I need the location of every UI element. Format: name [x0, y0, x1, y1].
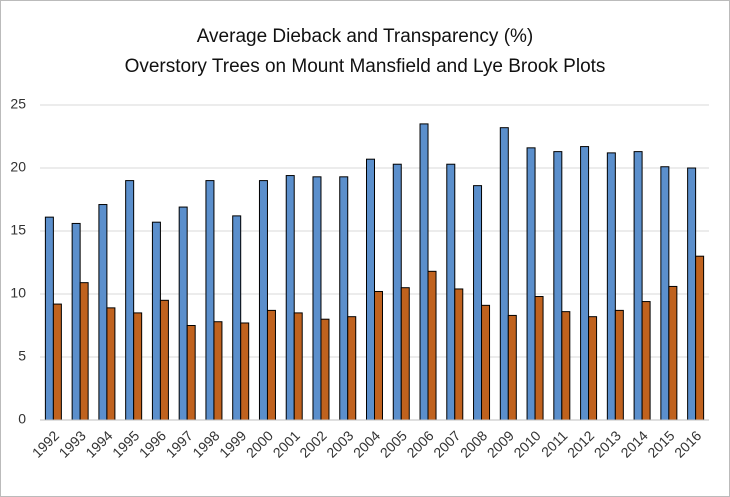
bar [232, 215, 242, 421]
bar [293, 312, 303, 421]
bar [98, 204, 108, 421]
bar [312, 176, 322, 421]
bar [178, 206, 188, 421]
y-tick-label: 20 [10, 159, 26, 175]
bar [347, 316, 357, 421]
bar [52, 303, 62, 421]
bar [133, 312, 143, 421]
bar [695, 255, 705, 421]
bar [419, 123, 429, 421]
bar [213, 321, 223, 421]
bar [660, 166, 670, 421]
bar [588, 316, 598, 421]
bar [285, 175, 295, 421]
bar [614, 309, 624, 421]
chart-subtitle: Overstory Trees on Mount Mansfield and L… [125, 56, 606, 77]
bar [400, 287, 410, 421]
bar [240, 322, 250, 421]
bar [151, 221, 161, 421]
chart-title: Average Dieback and Transparency (%) [197, 26, 534, 47]
bar [125, 180, 135, 421]
bar [473, 185, 483, 421]
bar [205, 180, 215, 421]
bar [534, 296, 544, 421]
bar [481, 304, 491, 421]
bar [339, 176, 349, 421]
bar [446, 163, 456, 421]
y-tick-label: 15 [10, 222, 26, 238]
bar [526, 147, 536, 421]
bar [580, 146, 590, 421]
y-tick-label: 25 [10, 96, 26, 112]
bar [454, 288, 464, 421]
bar [374, 290, 383, 421]
bar [79, 282, 89, 421]
bar [366, 158, 375, 421]
bar [186, 325, 196, 421]
y-tick-label: 5 [18, 348, 26, 364]
bar [266, 309, 276, 421]
bar [392, 163, 402, 421]
bar [553, 151, 563, 421]
bar [507, 314, 517, 421]
bar [641, 301, 651, 421]
bar [159, 299, 169, 421]
y-tick-label: 10 [10, 285, 26, 301]
bar [561, 311, 571, 421]
bar [106, 307, 116, 421]
bar [499, 127, 509, 421]
y-tick-label: 0 [18, 411, 26, 427]
bar [687, 167, 697, 421]
bar [633, 151, 643, 421]
bar [668, 285, 678, 421]
bar [258, 180, 268, 421]
bar [320, 318, 330, 421]
bar [71, 222, 81, 421]
bar [44, 216, 54, 421]
bar [606, 152, 616, 421]
bar [427, 270, 437, 421]
